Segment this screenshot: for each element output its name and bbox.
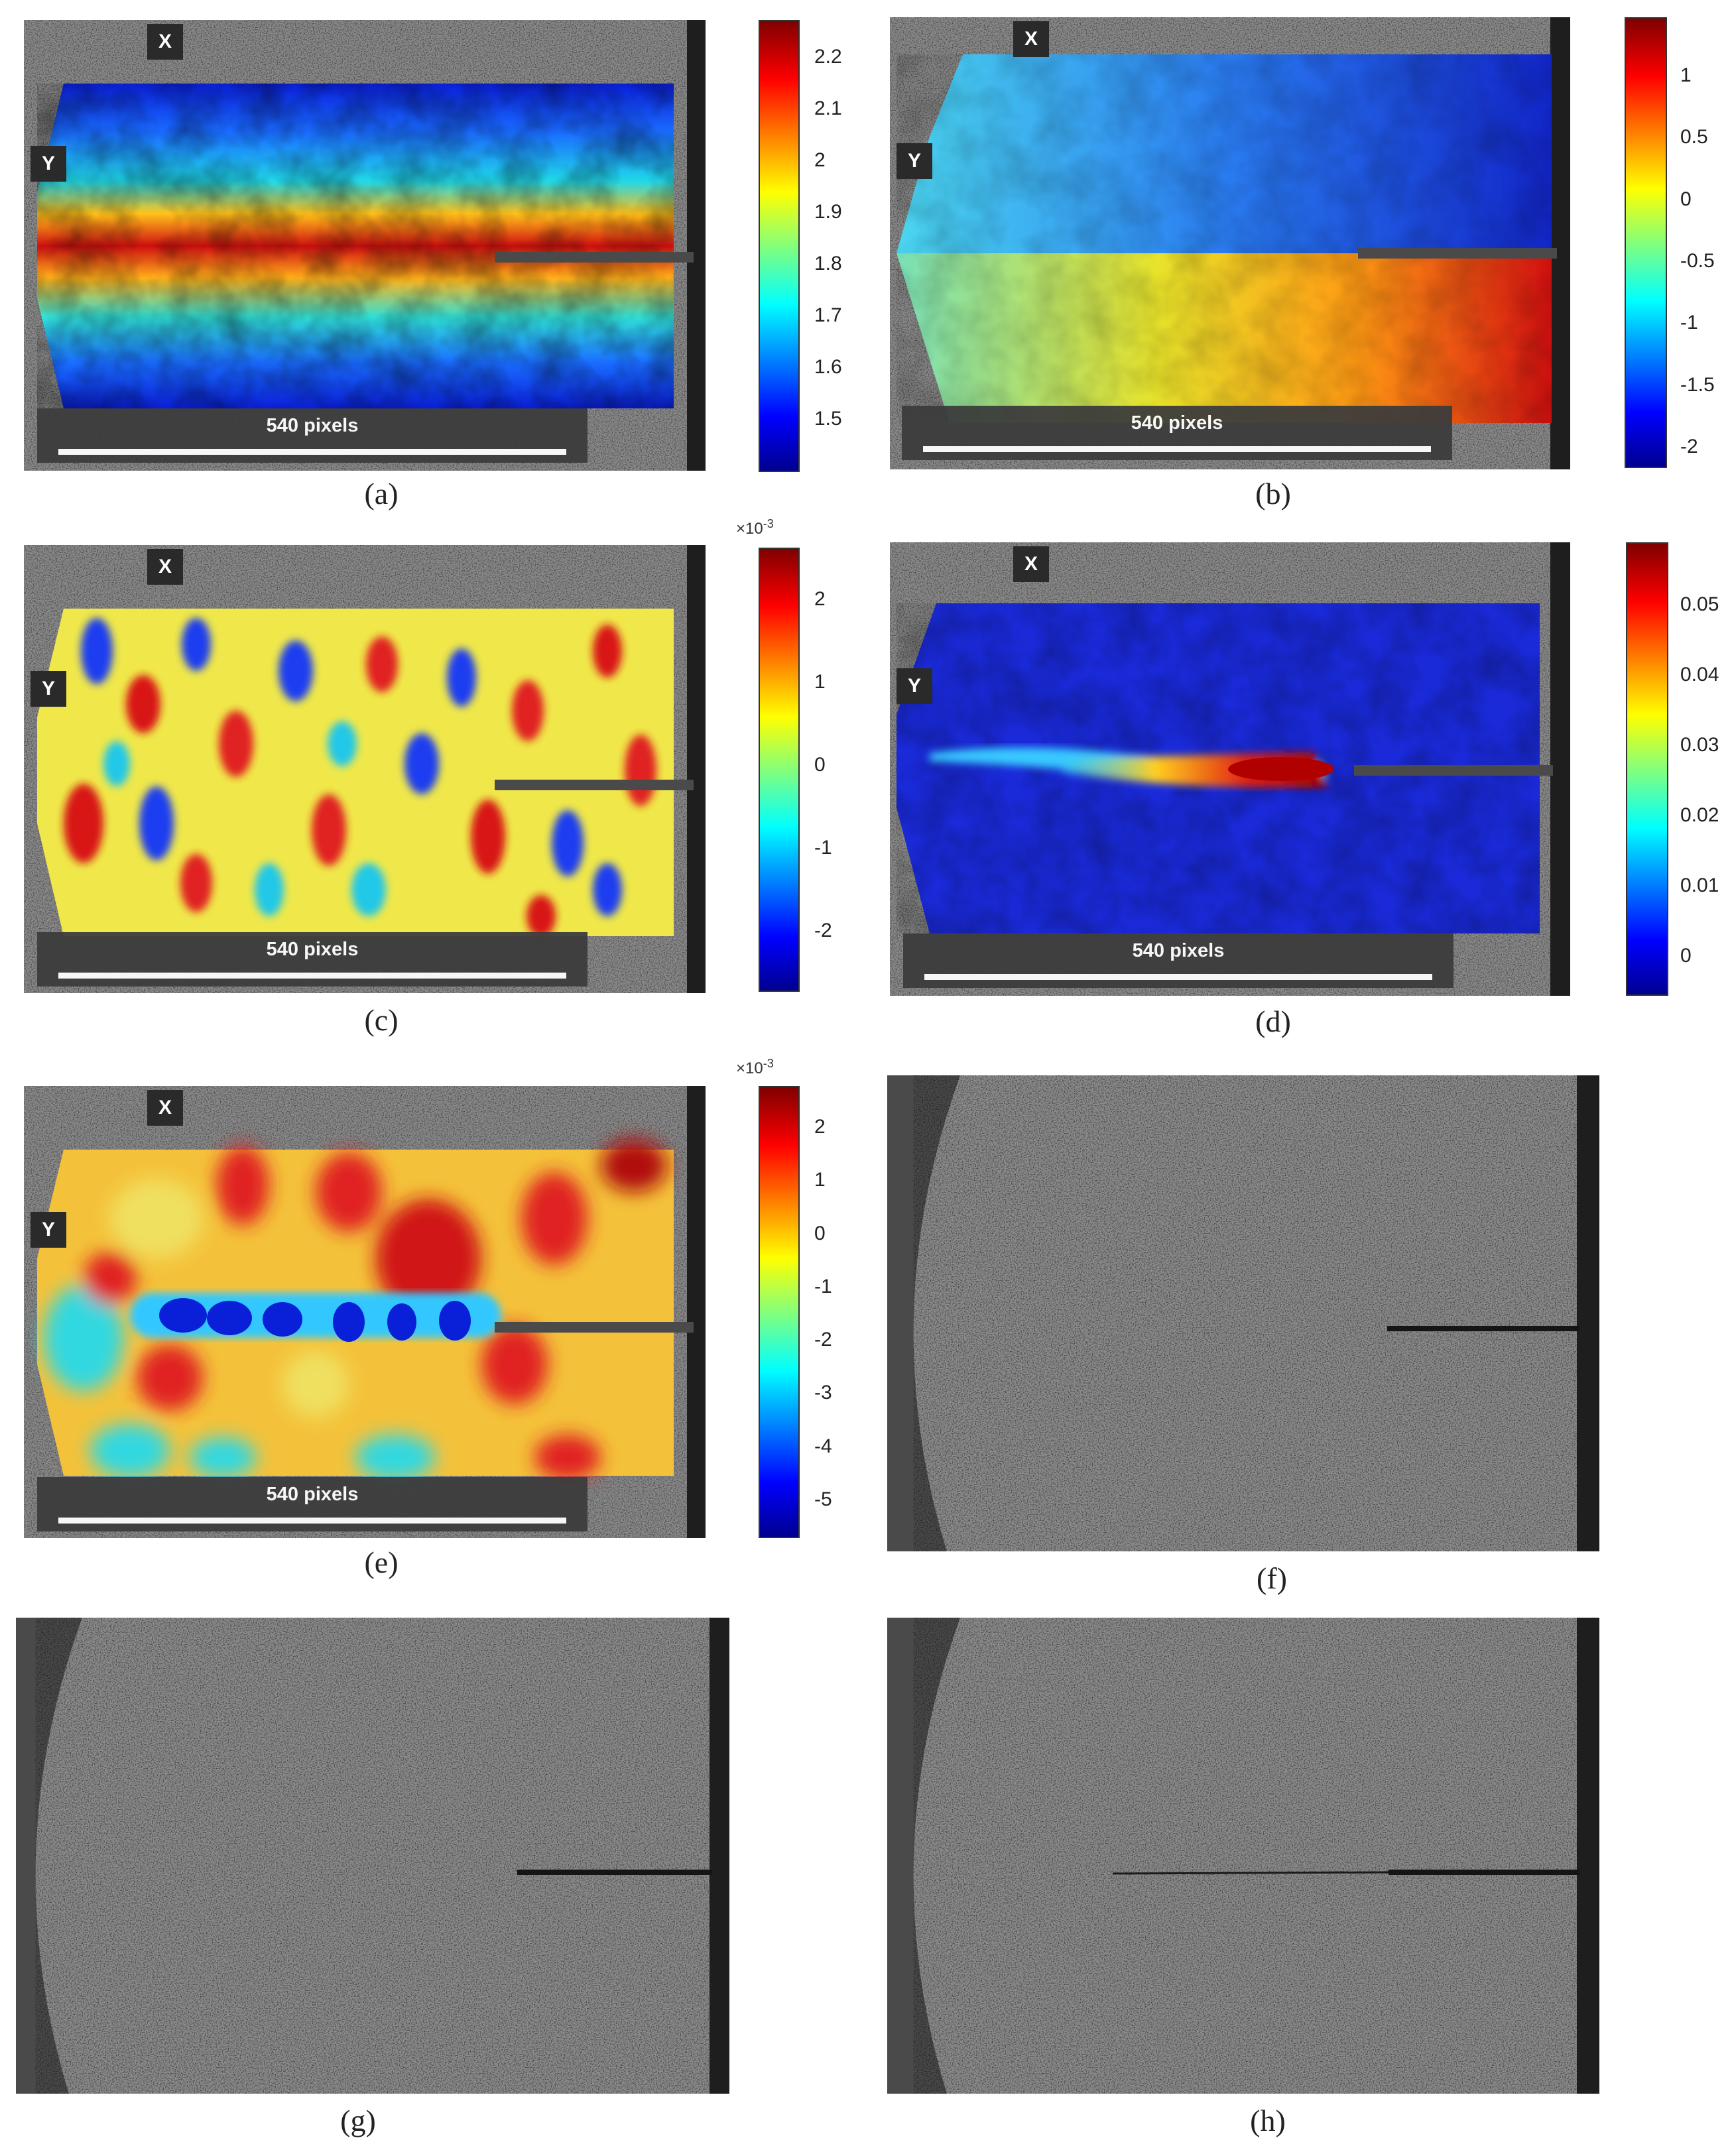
- scale-bar: 540 pixels: [37, 408, 588, 463]
- colorbar-tick-label: 1: [1680, 64, 1692, 86]
- colorbar-tick-label: 2: [814, 1116, 826, 1138]
- scale-bar-label: 540 pixels: [1132, 940, 1225, 961]
- colorbar-tick-label: -2: [814, 1329, 832, 1351]
- colorbar-tick-label: 0.04: [1680, 664, 1719, 686]
- scale-bar-line: [58, 1518, 566, 1524]
- axis-y-label: Y: [897, 668, 932, 704]
- axis-x-label: X: [1013, 546, 1049, 582]
- panel-g-speckle-photo: [16, 1618, 729, 2094]
- colorbar-tick-label: 2.1: [814, 97, 842, 119]
- colorbar-tick-label: -4: [814, 1435, 832, 1457]
- colorbar-tick-label: -3: [814, 1382, 832, 1404]
- colorbar-tick-label: -1.5: [1680, 373, 1715, 396]
- axis-y-label: Y: [31, 671, 66, 707]
- colorbar-tick-label: 0: [814, 754, 826, 776]
- caption-h: (h): [1250, 2104, 1286, 2137]
- panel-a-image: [24, 20, 706, 471]
- caption-b: (b): [1255, 477, 1291, 510]
- colorbar-tick-label: -0.5: [1680, 250, 1715, 272]
- colorbar-tick-label: 1: [814, 671, 826, 693]
- panel-c-image: [24, 545, 706, 993]
- panel-h-image: [887, 1618, 1599, 2094]
- colorbar-tick-label: -1: [814, 837, 832, 859]
- panel-e-strain-map: X Y 540 pixels: [24, 1086, 706, 1538]
- panel-a-strain-map: X Y 540 pixels: [24, 20, 706, 471]
- colorbar-tick-label: 1.6: [814, 356, 842, 378]
- scale-bar-line: [58, 973, 566, 979]
- scale-bar: 540 pixels: [37, 932, 588, 987]
- panel-f-speckle-photo: [887, 1075, 1599, 1551]
- colorbar-tick-label: 1.9: [814, 201, 842, 223]
- axis-y-label: Y: [31, 146, 66, 182]
- axis-x-label: X: [147, 1090, 183, 1126]
- panel-d-strain-map: X Y 540 pixels: [890, 542, 1570, 996]
- colorbar-tick-label: 2.2: [814, 46, 842, 68]
- colorbar-tick-label: 1.5: [814, 408, 842, 430]
- caption-g: (g): [340, 2104, 376, 2137]
- caption-e: (e): [364, 1545, 399, 1579]
- colorbar-e: [759, 1086, 800, 1538]
- axis-x-label: X: [147, 24, 183, 60]
- colorbar-c-exponent: ×10-3: [736, 517, 774, 538]
- colorbar-tick-label: -5: [814, 1488, 832, 1510]
- scale-bar-label: 540 pixels: [266, 1484, 359, 1505]
- axis-x-label: X: [147, 549, 183, 585]
- caption-d: (d): [1255, 1004, 1291, 1038]
- panel-c-strain-map: X Y 540 pixels: [24, 545, 706, 993]
- scale-bar-line: [923, 446, 1431, 452]
- scale-bar: 540 pixels: [902, 406, 1452, 460]
- colorbar-tick-label: -1: [814, 1275, 832, 1297]
- panel-e-image: [24, 1086, 706, 1538]
- colorbar-tick-label: 1.8: [814, 253, 842, 274]
- panel-h-speckle-photo: [887, 1618, 1599, 2094]
- panel-b-displacement-map: X Y 540 pixels: [890, 17, 1570, 469]
- colorbar-tick-label: 1.7: [814, 304, 842, 326]
- colorbar-d: [1626, 542, 1668, 996]
- colorbar-tick-label: 0.02: [1680, 804, 1719, 826]
- colorbar-tick-label: 2: [814, 588, 826, 610]
- axis-x-label: X: [1013, 21, 1049, 57]
- colorbar-tick-label: 0: [814, 1222, 826, 1244]
- colorbar-tick-label: 0.01: [1680, 874, 1719, 896]
- colorbar-b: [1625, 17, 1667, 468]
- caption-a: (a): [364, 477, 399, 510]
- caption-f: (f): [1257, 1561, 1287, 1595]
- scale-bar-label: 540 pixels: [266, 939, 359, 960]
- colorbar-tick-label: 0.5: [1680, 126, 1708, 149]
- panel-f-image: [887, 1075, 1599, 1551]
- colorbar-tick-label: 0: [1680, 188, 1692, 210]
- colorbar-tick-label: 0.05: [1680, 593, 1719, 615]
- scale-bar-line: [58, 449, 566, 455]
- caption-c: (c): [364, 1003, 399, 1037]
- colorbar-e-exponent: ×10-3: [736, 1057, 774, 1077]
- axis-y-label: Y: [31, 1212, 66, 1248]
- colorbar-tick-label: 2: [814, 149, 826, 171]
- colorbar-tick-label: -1: [1680, 312, 1698, 334]
- axis-y-label: Y: [897, 143, 932, 179]
- colorbar-tick-label: 0: [1680, 945, 1692, 967]
- scale-bar: 540 pixels: [903, 933, 1454, 988]
- panel-d-image: [890, 542, 1570, 996]
- scale-bar-label: 540 pixels: [266, 415, 359, 436]
- colorbar-tick-label: -2: [814, 920, 832, 941]
- panel-g-image: [16, 1618, 729, 2094]
- colorbar-tick-label: -2: [1680, 436, 1698, 457]
- colorbar-a: [759, 20, 800, 472]
- scale-bar: 540 pixels: [37, 1477, 588, 1531]
- colorbar-tick-label: 1: [814, 1169, 826, 1191]
- panel-b-image: [890, 17, 1570, 469]
- scale-bar-line: [924, 974, 1432, 980]
- colorbar-c: [759, 548, 800, 992]
- scale-bar-label: 540 pixels: [1131, 412, 1223, 434]
- colorbar-tick-label: 0.03: [1680, 734, 1719, 756]
